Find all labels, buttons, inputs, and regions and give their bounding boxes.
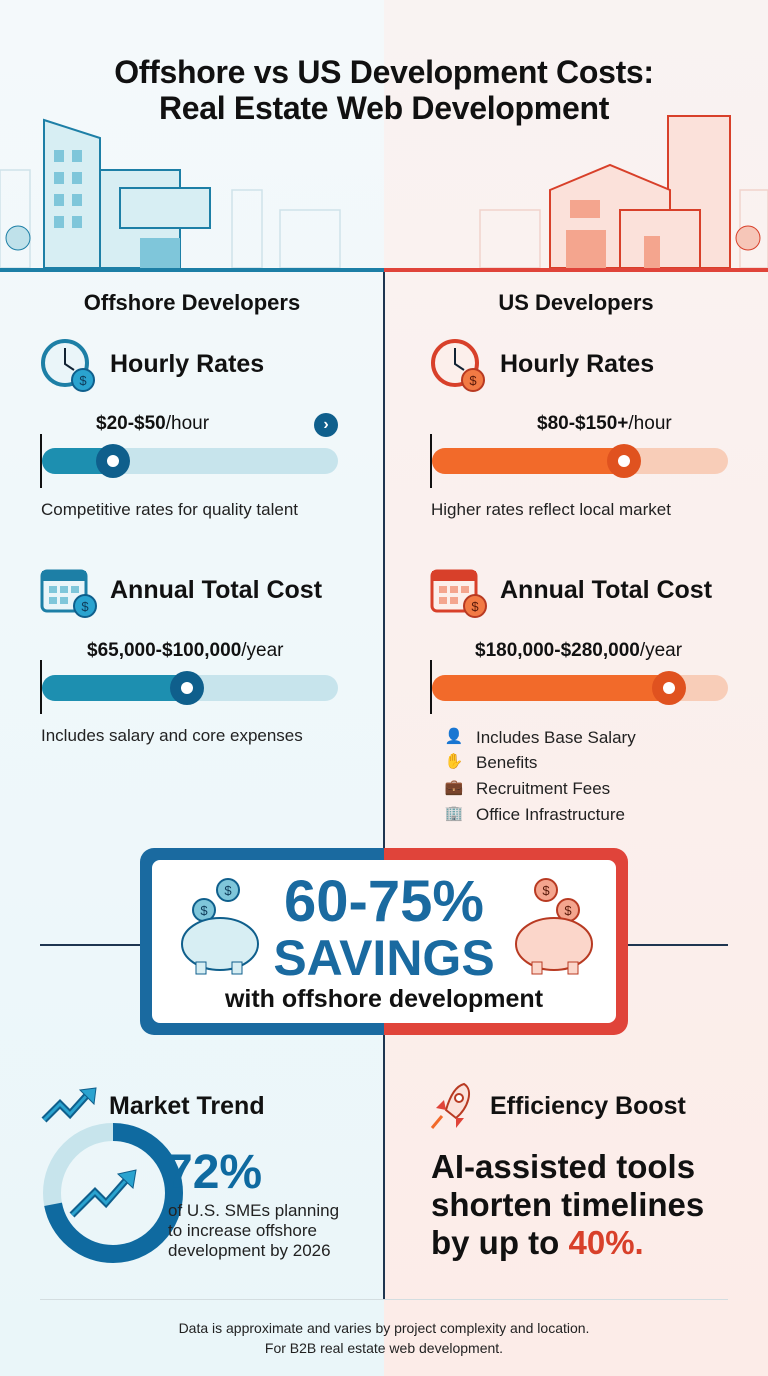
cost-item: Office Infrastructure (476, 805, 625, 824)
us-annual-title: Annual Total Cost (500, 576, 713, 604)
svg-text:$: $ (471, 599, 479, 614)
calendar-dollar-icon: $ (40, 569, 97, 618)
market-stat: 72% (166, 1146, 263, 1199)
efficiency-highlight: 40%. (568, 1224, 644, 1261)
offshore-hourly-slider[interactable] (42, 444, 338, 478)
offshore-annual-title: Annual Total Cost (110, 576, 323, 604)
cost-item: Recruitment Fees (476, 779, 611, 798)
clock-dollar-icon: $ (41, 339, 95, 392)
offshore-annual-slider[interactable] (42, 671, 338, 705)
chevron-right-icon[interactable]: › (314, 413, 338, 437)
offshore-hourly-title: Hourly Rates (110, 350, 265, 378)
us-annual-slider[interactable] (432, 671, 728, 705)
cost-item: Includes Base Salary (476, 728, 636, 747)
efficiency-title: Efficiency Boost (490, 1092, 686, 1120)
us-hourly-title: Hourly Rates (500, 350, 655, 378)
offshore-hourly-caption: Competitive rates for quality talent (41, 500, 299, 519)
slider-start-tick (430, 660, 432, 714)
building-icon: 🏢 (444, 805, 464, 822)
center-divider-lower (383, 1035, 385, 1300)
market-description: of U.S. SMEs planning to increase offshor… (168, 1201, 340, 1260)
cost-item: Benefits (476, 753, 538, 772)
svg-text:$: $ (564, 903, 572, 918)
divider-line (628, 944, 728, 946)
us-hourly-slider[interactable] (432, 444, 728, 478)
svg-text:$: $ (79, 373, 87, 388)
savings-word: SAVINGS (273, 930, 495, 986)
svg-text:$: $ (224, 883, 232, 898)
buildings-illustration (0, 115, 768, 269)
us-annual-value: $180,000-$280,000/year (475, 640, 683, 661)
offshore-header-line (0, 268, 384, 272)
offshore-annual-value: $65,000-$100,000/year (87, 640, 284, 661)
footer-note: Data is approximate and varies by projec… (178, 1320, 590, 1356)
savings-percent: 60-75% (284, 869, 484, 934)
offshore-heading: Offshore Developers (83, 290, 301, 315)
svg-text:$: $ (81, 599, 89, 614)
briefcase-icon: 💼 (444, 779, 464, 796)
donut-value-arc (43, 1123, 183, 1263)
slider-start-tick (430, 434, 432, 488)
calendar-dollar-icon: $ (430, 569, 487, 618)
rocket-icon (430, 1082, 471, 1129)
us-hourly-value: $80-$150+/hour (537, 413, 672, 434)
person-icon: 👤 (444, 728, 464, 745)
clock-dollar-icon: $ (431, 339, 485, 392)
offshore-annual-caption: Includes salary and core expenses (41, 726, 303, 745)
divider-line (40, 944, 140, 946)
us-hourly-caption: Higher rates reflect local market (431, 500, 671, 519)
page-title: Offshore vs US Development Costs: Real Es… (114, 54, 654, 126)
market-trend-title: Market Trend (109, 1092, 265, 1120)
svg-text:$: $ (542, 883, 550, 898)
center-divider (383, 272, 385, 848)
market-donut-chart (43, 1123, 183, 1263)
slider-start-tick (40, 434, 42, 488)
slider-start-tick (40, 660, 42, 714)
piggy-bank-icon: $$ (515, 878, 593, 975)
us-heading: US Developers (498, 290, 654, 315)
svg-text:$: $ (200, 903, 208, 918)
savings-subtitle: with offshore development (224, 985, 544, 1013)
us-header-line (384, 268, 768, 272)
footer-divider (40, 1299, 728, 1300)
efficiency-statement: AI-assisted tools shorten timelines by up … (431, 1148, 705, 1261)
trend-up-icon (41, 1087, 97, 1123)
piggy-bank-icon: $$ (181, 878, 259, 975)
offshore-hourly-value: $20-$50/hour (96, 413, 210, 434)
hand-coin-icon: ✋ (444, 753, 464, 770)
svg-text:$: $ (469, 373, 477, 388)
